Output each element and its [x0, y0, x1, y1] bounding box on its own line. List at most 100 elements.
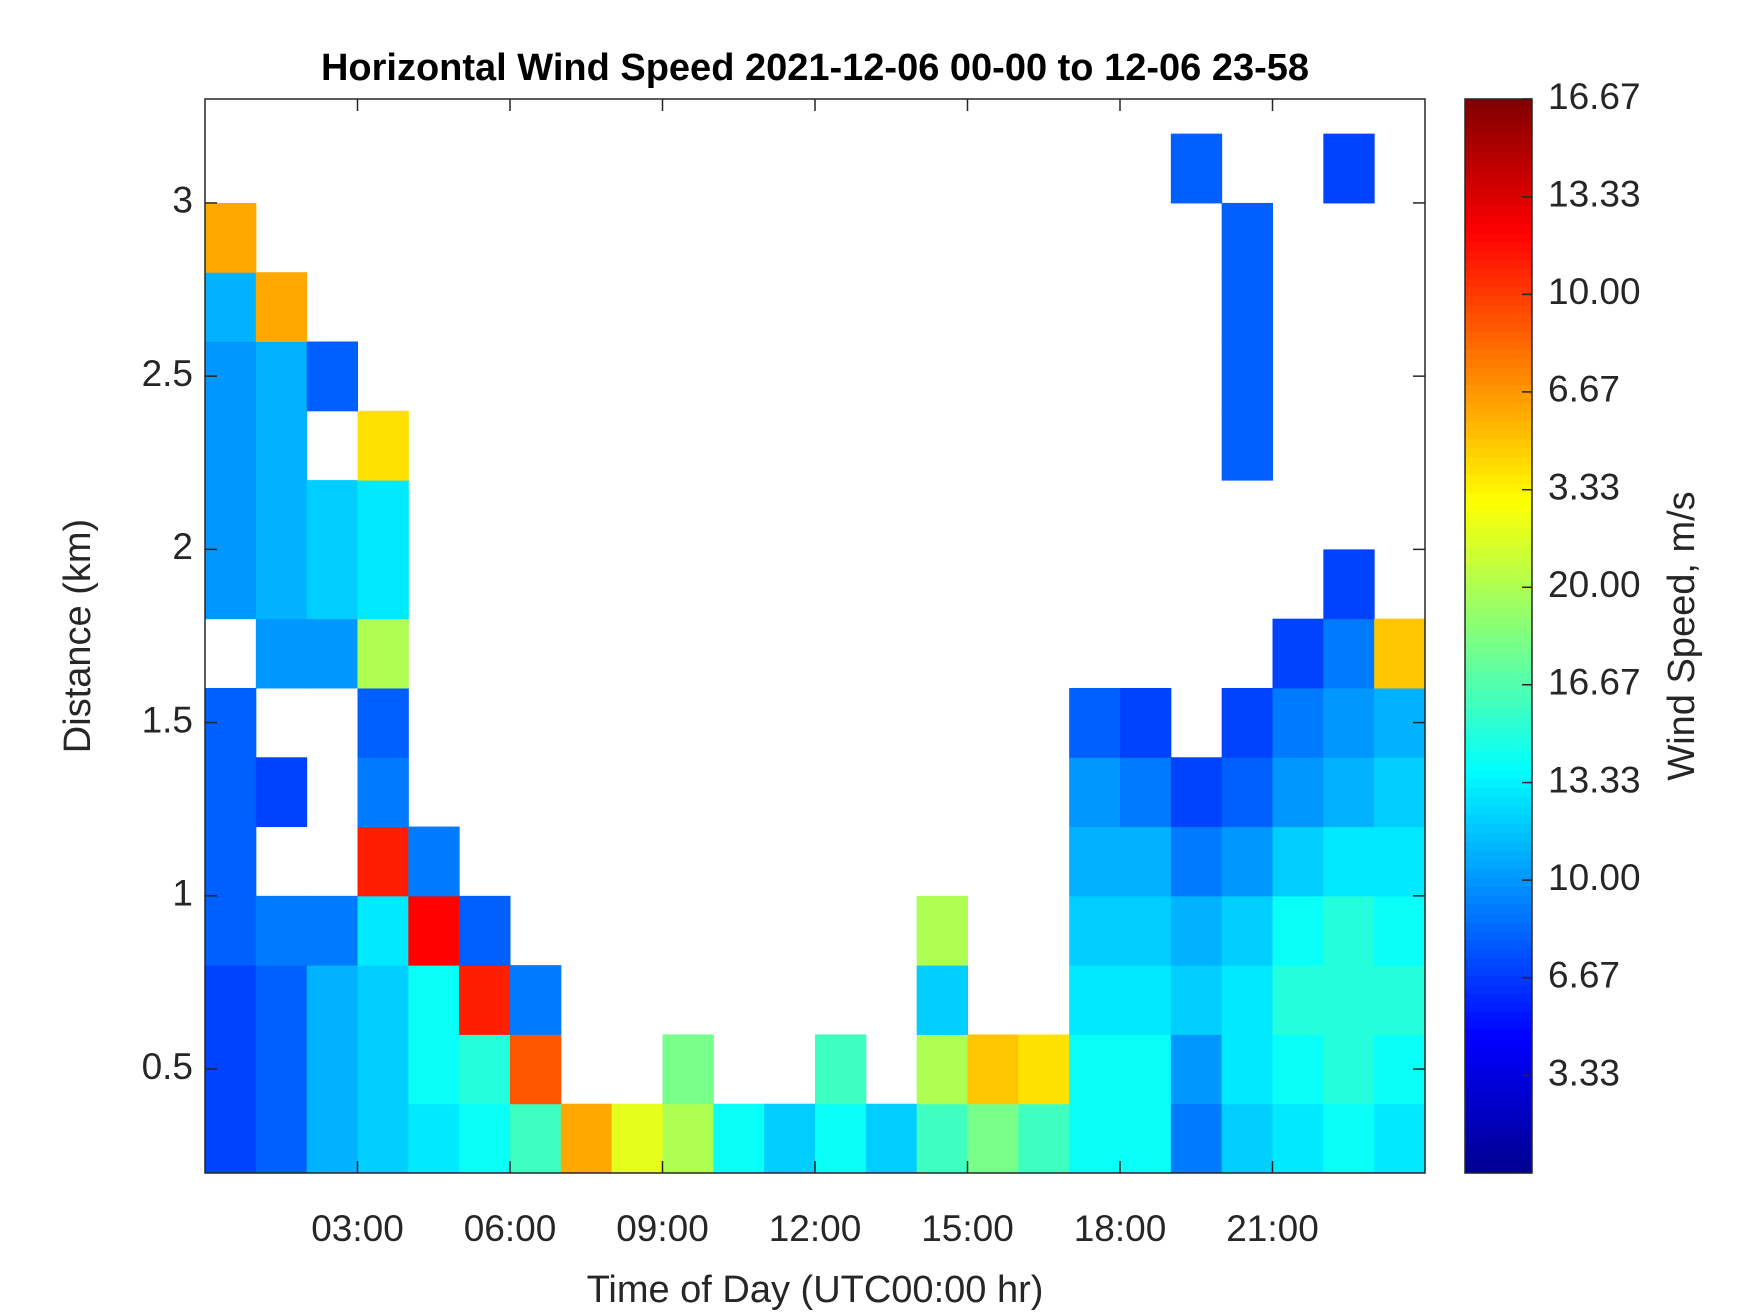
heatmap-cell	[459, 1034, 511, 1105]
y-tick-label: 1.5	[142, 699, 193, 740]
heatmap-cell	[1323, 757, 1375, 828]
heatmap-cell	[611, 1103, 663, 1173]
heatmap-cell	[1170, 757, 1223, 828]
heatmap-cell	[255, 410, 308, 481]
colorbar-segment	[1465, 653, 1532, 664]
heatmap-cell	[459, 965, 511, 1035]
heatmap-cell	[560, 1103, 613, 1173]
heatmap-cell	[1323, 618, 1375, 689]
heatmap-cell	[1323, 1103, 1375, 1173]
heatmap-cell	[1272, 1103, 1324, 1173]
colorbar-label: Wind Speed, m/s	[1661, 491, 1703, 780]
colorbar-segment	[1465, 215, 1532, 225]
heatmap-cell	[306, 480, 358, 550]
colorbar-tick-label: 6.67	[1548, 369, 1620, 410]
heatmap-cell	[1323, 133, 1375, 204]
colorbar-segment	[1465, 206, 1532, 216]
colorbar-segment	[1465, 770, 1532, 780]
colorbar-segment	[1465, 555, 1532, 565]
colorbar-segment	[1465, 224, 1532, 234]
colorbar-segment	[1465, 985, 1532, 995]
heatmap-cell	[967, 1034, 1019, 1105]
colorbar-segment	[1465, 877, 1532, 888]
colorbar-segment	[1465, 376, 1532, 386]
colorbar-segment	[1465, 457, 1532, 467]
colorbar-segment	[1465, 868, 1532, 879]
colorbar-segment	[1465, 492, 1532, 503]
heatmap-cell	[306, 1103, 358, 1173]
heatmap-cell	[1221, 687, 1273, 758]
colorbar-segment	[1465, 591, 1532, 601]
colorbar-segment	[1465, 116, 1532, 127]
colorbar-segment	[1465, 394, 1532, 404]
heatmap-cell	[306, 618, 358, 689]
colorbar-segment	[1465, 1038, 1532, 1049]
heatmap-cell	[1069, 965, 1121, 1035]
colorbar-segment	[1465, 832, 1532, 843]
heatmap-cell	[255, 757, 308, 828]
colorbar-segment	[1465, 609, 1532, 619]
heatmap-cell	[1323, 549, 1375, 620]
colorbar-tick-label: 20.00	[1548, 564, 1641, 605]
heatmap-cell	[1170, 1034, 1223, 1105]
colorbar-segment	[1465, 788, 1532, 798]
colorbar-segment	[1465, 627, 1532, 637]
colorbar-segment	[1465, 385, 1532, 395]
heatmap-cell	[357, 826, 409, 897]
colorbar-tick-label: 10.00	[1548, 857, 1641, 898]
heatmap-cell	[1069, 895, 1121, 966]
colorbar-segment	[1465, 1119, 1532, 1129]
heatmap-cell	[357, 895, 409, 966]
heatmap-cell	[205, 1103, 257, 1173]
colorbar-segment	[1465, 1056, 1532, 1067]
colorbar-segment	[1465, 976, 1532, 986]
heatmap-cell	[1323, 895, 1375, 966]
colorbar-tick-label: 10.00	[1548, 271, 1641, 312]
heatmap-cell	[408, 895, 460, 966]
colorbar-segment	[1465, 170, 1532, 181]
heatmap-cell	[205, 272, 257, 343]
colorbar-segment	[1465, 528, 1532, 539]
colorbar-segment	[1465, 188, 1532, 199]
heatmap-cell	[357, 618, 409, 689]
heatmap-cell	[1170, 965, 1223, 1035]
colorbar-segment	[1465, 716, 1532, 727]
colorbar-segment	[1465, 1164, 1532, 1174]
heatmap-cell	[306, 341, 358, 412]
y-tick-label: 1	[172, 873, 193, 914]
heatmap-cell	[357, 549, 409, 620]
heatmap-cell	[205, 965, 257, 1035]
heatmap-cell	[1272, 687, 1324, 758]
colorbar-segment	[1465, 501, 1532, 512]
colorbar-segment	[1465, 707, 1532, 718]
colorbar-segment	[1465, 1011, 1532, 1022]
heatmap-cell	[1221, 895, 1273, 966]
heatmap-cell	[815, 1103, 867, 1173]
heatmap-cell	[205, 757, 257, 828]
heatmap-cell	[967, 1103, 1019, 1173]
heatmap-cell	[255, 549, 308, 620]
x-tick-label: 18:00	[1074, 1208, 1167, 1249]
heatmap-cell	[255, 965, 308, 1035]
colorbar-segment	[1465, 367, 1532, 378]
colorbar-segment	[1465, 304, 1532, 315]
colorbar-segment	[1465, 286, 1532, 297]
colorbar-segment	[1465, 931, 1532, 941]
colorbar-segment	[1465, 474, 1532, 485]
colorbar-segment	[1465, 483, 1532, 494]
heatmap-cell	[357, 1103, 409, 1173]
colorbar-segment	[1465, 859, 1532, 870]
heatmap-cell	[408, 965, 460, 1035]
heatmap-cell	[1120, 895, 1172, 966]
colorbar-segment	[1465, 886, 1532, 897]
colorbar-segment	[1465, 1101, 1532, 1111]
colorbar-segment	[1465, 179, 1532, 190]
heatmap-cell	[357, 757, 409, 828]
heatmap-cell	[408, 1034, 460, 1105]
heatmap-cell	[764, 1103, 816, 1173]
colorbar-segment	[1465, 510, 1532, 521]
heatmap-cell	[510, 965, 562, 1035]
heatmap-cell	[306, 965, 358, 1035]
x-tick-label: 03:00	[311, 1208, 404, 1249]
